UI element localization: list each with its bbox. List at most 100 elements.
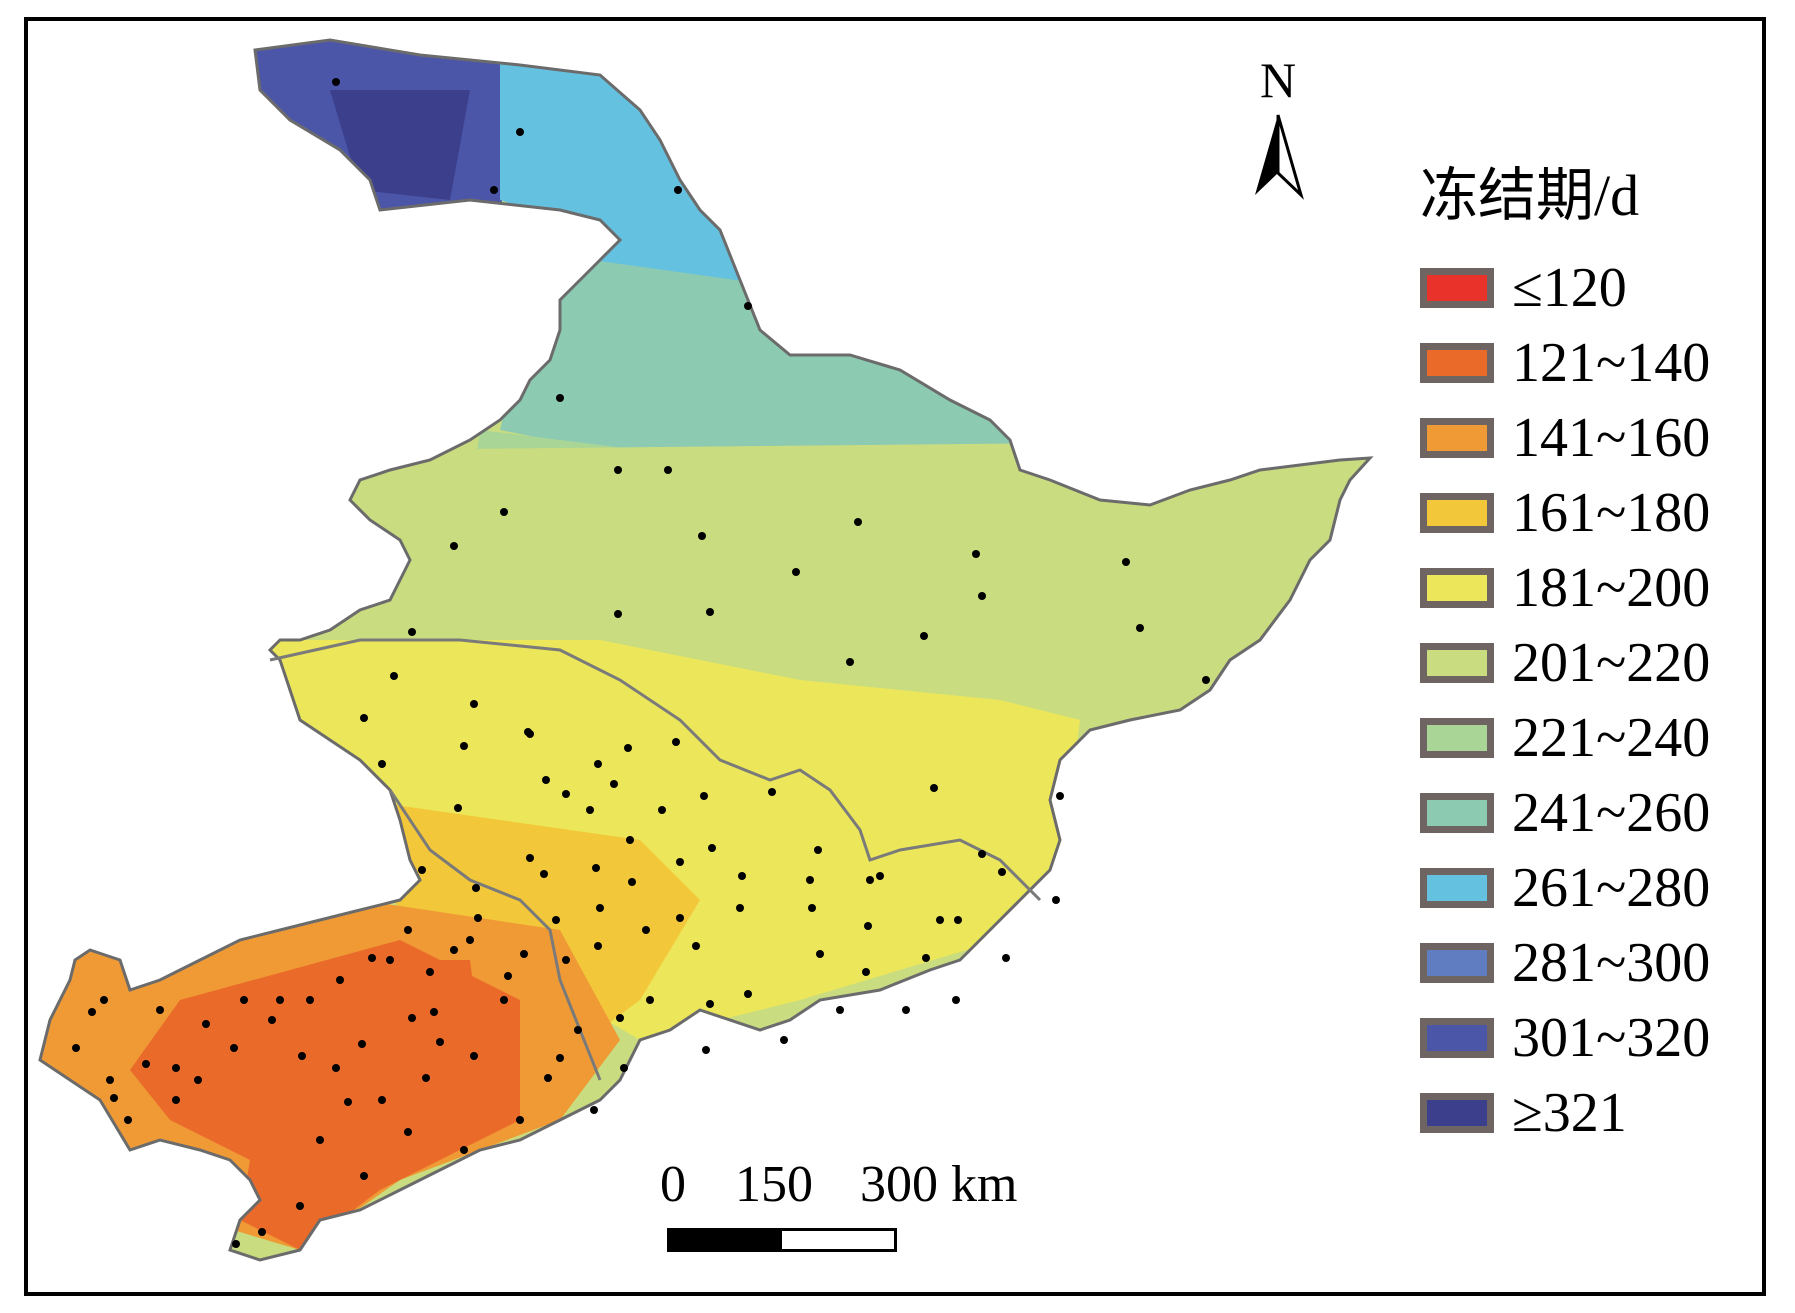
station-point (378, 760, 386, 768)
station-point (626, 836, 634, 844)
station-point (674, 186, 682, 194)
station-point (664, 466, 672, 474)
station-point (552, 916, 560, 924)
station-point (610, 780, 618, 788)
station-point (450, 946, 458, 954)
freezing-zone (350, 440, 1370, 740)
station-point (390, 672, 398, 680)
legend-item: ≤120 (1420, 250, 1710, 325)
station-point (542, 776, 550, 784)
station-point (110, 1094, 118, 1102)
legend-item: 141~160 (1420, 400, 1710, 475)
station-point (298, 1052, 306, 1060)
station-point (460, 1146, 468, 1154)
station-point (240, 996, 248, 1004)
station-point (500, 996, 508, 1004)
station-point (876, 872, 884, 880)
station-point (978, 850, 986, 858)
station-point (88, 1008, 96, 1016)
legend-swatch (1420, 642, 1494, 683)
station-point (460, 742, 468, 750)
station-point (866, 876, 874, 884)
station-point (736, 904, 744, 912)
station-point (744, 990, 752, 998)
legend-label: 261~280 (1512, 856, 1711, 919)
legend-swatch (1420, 942, 1494, 983)
station-point (676, 914, 684, 922)
station-point (808, 904, 816, 912)
station-point (706, 1000, 714, 1008)
legend-label: 301~320 (1512, 1006, 1711, 1069)
station-point (408, 628, 416, 636)
legend-item: 121~140 (1420, 325, 1710, 400)
legend-label: 201~220 (1512, 631, 1711, 694)
station-point (562, 956, 570, 964)
weather-stations (72, 78, 1210, 1248)
station-point (500, 508, 508, 516)
station-point (454, 804, 462, 812)
station-point (544, 1074, 552, 1082)
station-point (936, 916, 944, 924)
station-point (624, 744, 632, 752)
scale-bar-graphic (667, 1228, 897, 1252)
north-label: N (1259, 52, 1297, 108)
legend-swatch (1420, 1092, 1494, 1133)
station-point (706, 608, 714, 616)
station-point (744, 302, 752, 310)
station-point (768, 788, 776, 796)
station-point (142, 1060, 150, 1068)
station-point (780, 1036, 788, 1044)
station-point (306, 996, 314, 1004)
station-point (902, 1006, 910, 1014)
station-point (862, 968, 870, 976)
station-point (738, 872, 746, 880)
legend-label: 161~180 (1512, 481, 1711, 544)
legend-item: 241~260 (1420, 775, 1710, 850)
freezing-zone (500, 250, 1050, 500)
station-point (922, 954, 930, 962)
station-point (360, 714, 368, 722)
station-point (524, 728, 532, 736)
legend-label: 281~300 (1512, 931, 1711, 994)
legend-swatch (1420, 342, 1494, 383)
station-point (436, 1038, 444, 1046)
station-point (642, 926, 650, 934)
legend-title: 冻结期/d (1420, 163, 1640, 228)
station-point (930, 784, 938, 792)
north-arrow: N (1243, 55, 1313, 210)
station-point (470, 700, 478, 708)
station-point (194, 1076, 202, 1084)
station-point (336, 976, 344, 984)
station-point (520, 950, 528, 958)
station-point (466, 936, 474, 944)
station-point (978, 592, 986, 600)
freezing-zone (250, 640, 1080, 1040)
legend-item: 161~180 (1420, 475, 1710, 550)
station-point (972, 550, 980, 558)
scale-label-0: 0 (660, 1156, 686, 1213)
station-point (700, 792, 708, 800)
legend-label: 181~200 (1512, 556, 1711, 619)
station-point (1202, 676, 1210, 684)
legend: 冻结期/d ≤120 121~140 141~160 161~180 181~200 20… (1420, 148, 1710, 1150)
freezing-zone (320, 960, 480, 1080)
station-point (386, 956, 394, 964)
station-point (358, 1040, 366, 1048)
legend-swatch (1420, 1017, 1494, 1058)
station-point (692, 942, 700, 950)
station-point (156, 1006, 164, 1014)
station-point (658, 806, 666, 814)
station-point (616, 1014, 624, 1022)
station-point (574, 1026, 582, 1034)
legend-swatch (1420, 567, 1494, 608)
station-point (516, 1116, 524, 1124)
station-point (628, 878, 636, 886)
station-point (258, 1228, 266, 1236)
legend-swatch (1420, 867, 1494, 908)
station-point (708, 844, 716, 852)
station-point (614, 466, 622, 474)
legend-swatch (1420, 492, 1494, 533)
legend-item: 301~320 (1420, 1000, 1710, 1075)
station-point (504, 972, 512, 980)
station-point (106, 1076, 114, 1084)
